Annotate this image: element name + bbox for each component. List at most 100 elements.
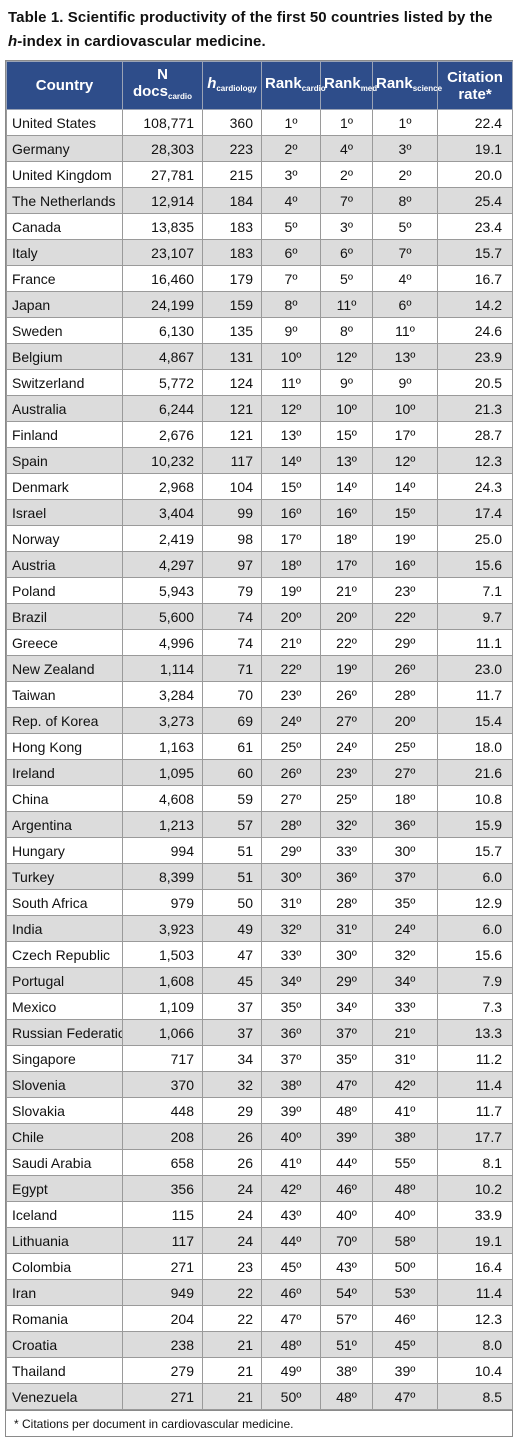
cell-h-index: 26: [202, 1149, 262, 1176]
cell-citation-rate: 10.8: [437, 785, 513, 812]
cell-h-index: 22: [202, 1305, 262, 1332]
header-h-index: hcardiology: [202, 61, 262, 110]
cell-rank-cardio: 33º: [261, 941, 321, 968]
cell-country: Mexico: [6, 993, 123, 1020]
cell-rank-cardio: 11º: [261, 369, 321, 396]
cell-rank-med: 70º: [320, 1227, 373, 1254]
cell-country: Slovakia: [6, 1097, 123, 1124]
cell-citation-rate: 23.4: [437, 213, 513, 240]
cell-citation-rate: 23.0: [437, 655, 513, 682]
cell-h-index: 24: [202, 1201, 262, 1228]
cell-rank-cardio: 19º: [261, 577, 321, 604]
cell-ndocs: 117: [122, 1227, 203, 1254]
cell-citation-rate: 18.0: [437, 733, 513, 760]
cell-country: Switzerland: [6, 369, 123, 396]
cell-rank-science: 53º: [372, 1279, 438, 1306]
cell-ndocs: 448: [122, 1097, 203, 1124]
cell-ndocs: 1,503: [122, 941, 203, 968]
cell-citation-rate: 16.7: [437, 265, 513, 292]
cell-ndocs: 13,835: [122, 213, 203, 240]
cell-country: Lithuania: [6, 1227, 123, 1254]
cell-country: Denmark: [6, 473, 123, 500]
cell-rank-med: 31º: [320, 915, 373, 942]
cell-ndocs: 279: [122, 1357, 203, 1384]
cell-rank-science: 18º: [372, 785, 438, 812]
table-row: Iran 949 22 46º 54º 53º 11.4: [6, 1279, 513, 1306]
cell-country: Saudi Arabia: [6, 1149, 123, 1176]
cell-country: Hungary: [6, 837, 123, 864]
cell-rank-cardio: 16º: [261, 499, 321, 526]
cell-ndocs: 16,460: [122, 265, 203, 292]
cell-rank-science: 35º: [372, 889, 438, 916]
cell-rank-cardio: 30º: [261, 863, 321, 890]
cell-h-index: 22: [202, 1279, 262, 1306]
table-row: New Zealand 1,114 71 22º 19º 26º 23.0: [6, 655, 513, 682]
cell-rank-cardio: 29º: [261, 837, 321, 864]
cell-citation-rate: 21.3: [437, 395, 513, 422]
cell-rank-med: 37º: [320, 1019, 373, 1046]
table-row: United States 108,771 360 1º 1º 1º 22.4: [6, 109, 513, 136]
table-row: Spain 10,232 117 14º 13º 12º 12.3: [6, 447, 513, 474]
cell-rank-science: 6º: [372, 291, 438, 318]
cell-h-index: 215: [202, 161, 262, 188]
cell-citation-rate: 17.4: [437, 499, 513, 526]
header-ndocs: N docscardio: [122, 61, 203, 110]
cell-citation-rate: 22.4: [437, 109, 513, 136]
cell-rank-science: 9º: [372, 369, 438, 396]
table-row: Taiwan 3,284 70 23º 26º 28º 11.7: [6, 681, 513, 708]
cell-citation-rate: 21.6: [437, 759, 513, 786]
cell-rank-med: 43º: [320, 1253, 373, 1280]
cell-rank-science: 16º: [372, 551, 438, 578]
cell-rank-cardio: 45º: [261, 1253, 321, 1280]
cell-rank-science: 31º: [372, 1045, 438, 1072]
table-row: Russian Federation 1,066 37 36º 37º 21º 13.3: [6, 1019, 513, 1046]
cell-rank-science: 8º: [372, 187, 438, 214]
cell-country: Rep. of Korea: [6, 707, 123, 734]
cell-h-index: 74: [202, 629, 262, 656]
cell-rank-science: 34º: [372, 967, 438, 994]
cell-h-index: 117: [202, 447, 262, 474]
cell-rank-med: 40º: [320, 1201, 373, 1228]
cell-h-index: 104: [202, 473, 262, 500]
cell-citation-rate: 8.1: [437, 1149, 513, 1176]
cell-rank-science: 33º: [372, 993, 438, 1020]
cell-citation-rate: 11.2: [437, 1045, 513, 1072]
cell-rank-med: 25º: [320, 785, 373, 812]
cell-rank-med: 4º: [320, 135, 373, 162]
header-country: Country: [6, 61, 123, 110]
cell-rank-med: 7º: [320, 187, 373, 214]
cell-citation-rate: 19.1: [437, 135, 513, 162]
cell-ndocs: 4,867: [122, 343, 203, 370]
table-row: India 3,923 49 32º 31º 24º 6.0: [6, 915, 513, 942]
cell-country: Poland: [6, 577, 123, 604]
cell-country: France: [6, 265, 123, 292]
cell-country: Turkey: [6, 863, 123, 890]
caption-h-symbol: h: [8, 33, 18, 50]
cell-ndocs: 238: [122, 1331, 203, 1358]
cell-rank-med: 36º: [320, 863, 373, 890]
cell-country: Australia: [6, 395, 123, 422]
header-citation-rate: Citation rate*: [437, 61, 513, 110]
cell-ndocs: 1,095: [122, 759, 203, 786]
table-row: Venezuela 271 21 50º 48º 47º 8.5: [6, 1383, 513, 1410]
cell-rank-med: 1º: [320, 109, 373, 136]
cell-rank-science: 20º: [372, 707, 438, 734]
cell-h-index: 21: [202, 1331, 262, 1358]
cell-country: Israel: [6, 499, 123, 526]
cell-rank-cardio: 41º: [261, 1149, 321, 1176]
cell-country: Canada: [6, 213, 123, 240]
cell-rank-cardio: 44º: [261, 1227, 321, 1254]
cell-country: Sweden: [6, 317, 123, 344]
table-row: Turkey 8,399 51 30º 36º 37º 6.0: [6, 863, 513, 890]
cell-rank-med: 19º: [320, 655, 373, 682]
cell-rank-med: 28º: [320, 889, 373, 916]
cell-country: New Zealand: [6, 655, 123, 682]
table-row: Israel 3,404 99 16º 16º 15º 17.4: [6, 499, 513, 526]
cell-ndocs: 2,968: [122, 473, 203, 500]
cell-country: Austria: [6, 551, 123, 578]
cell-ndocs: 994: [122, 837, 203, 864]
cell-country: United Kingdom: [6, 161, 123, 188]
cell-rank-science: 25º: [372, 733, 438, 760]
cell-h-index: 60: [202, 759, 262, 786]
cell-citation-rate: 20.0: [437, 161, 513, 188]
